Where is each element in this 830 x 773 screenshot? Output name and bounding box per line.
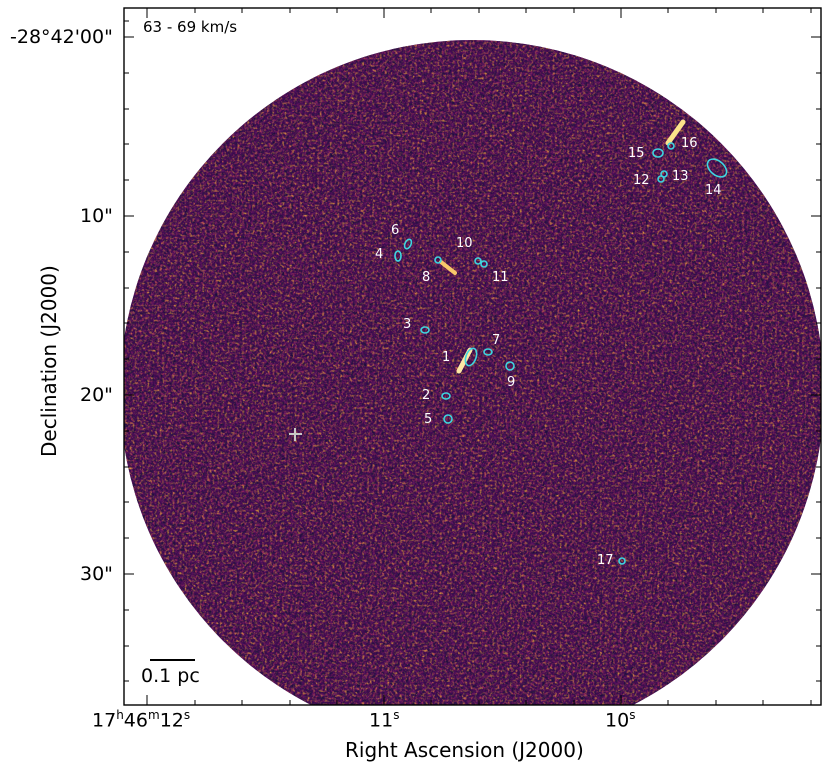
source-contours — [394, 142, 728, 565]
source-labels: 1 2 3 4 5 6 7 8 9 10 11 12 13 14 15 16 1… — [375, 136, 722, 568]
x-axis-title: Right Ascension (J2000) — [345, 738, 584, 762]
source-contour — [434, 256, 442, 264]
source-label: 12 — [633, 173, 650, 188]
y-tick-label: 20" — [80, 384, 113, 406]
source-contour — [483, 348, 493, 356]
source-contour — [706, 158, 728, 178]
source-label: 17 — [597, 553, 614, 568]
source-contour — [403, 238, 413, 250]
source-label: 8 — [422, 270, 430, 285]
y-axis-title: Declination (J2000) — [37, 265, 61, 457]
source-label: 14 — [705, 183, 722, 198]
source-contour — [652, 148, 664, 158]
source-label: 7 — [492, 333, 500, 348]
source-label: 3 — [403, 317, 411, 332]
position-marker-icon — [289, 428, 302, 441]
source-label: 13 — [672, 169, 689, 184]
source-contour — [443, 414, 453, 424]
source-label: 1 — [442, 350, 450, 365]
scale-bar — [150, 659, 195, 661]
scale-bar-label: 0.1 pc — [141, 665, 200, 687]
source-label: 9 — [507, 375, 515, 390]
source-contour — [505, 361, 515, 371]
y-tick-label: -28°42'00" — [10, 26, 113, 48]
x-tick-label: 11s — [369, 708, 400, 732]
source-label: 10 — [456, 236, 473, 251]
emission-streak — [665, 119, 686, 146]
source-contour — [464, 347, 478, 367]
source-label: 2 — [422, 388, 430, 403]
emission-map: 1 2 3 4 5 6 7 8 9 10 11 12 13 14 15 16 1… — [124, 40, 821, 705]
source-label: 4 — [375, 247, 383, 262]
source-contour — [618, 557, 626, 565]
source-label: 5 — [424, 412, 432, 427]
x-tick-label: 10s — [605, 708, 636, 732]
source-contour — [480, 260, 488, 268]
plot-frame — [123, 7, 822, 706]
source-contour — [474, 257, 482, 265]
source-contour — [420, 326, 430, 334]
source-label: 6 — [391, 223, 399, 238]
source-contour — [394, 250, 402, 262]
source-contour — [667, 142, 675, 150]
source-contour — [660, 170, 668, 178]
emission-streak — [456, 347, 473, 374]
y-tick-label: 10" — [80, 205, 113, 227]
source-label: 11 — [492, 270, 509, 285]
axis-ticks — [124, 8, 821, 705]
source-label: 16 — [681, 136, 698, 151]
x-tick-label: 17h46m12s — [92, 708, 191, 732]
source-contour — [441, 392, 451, 400]
emission-streak — [439, 260, 457, 275]
source-label: 15 — [628, 146, 645, 161]
velocity-range-label: 63 - 69 km/s — [143, 18, 238, 36]
map-noise-bright — [124, 40, 821, 705]
y-tick-label: 30" — [80, 563, 113, 585]
